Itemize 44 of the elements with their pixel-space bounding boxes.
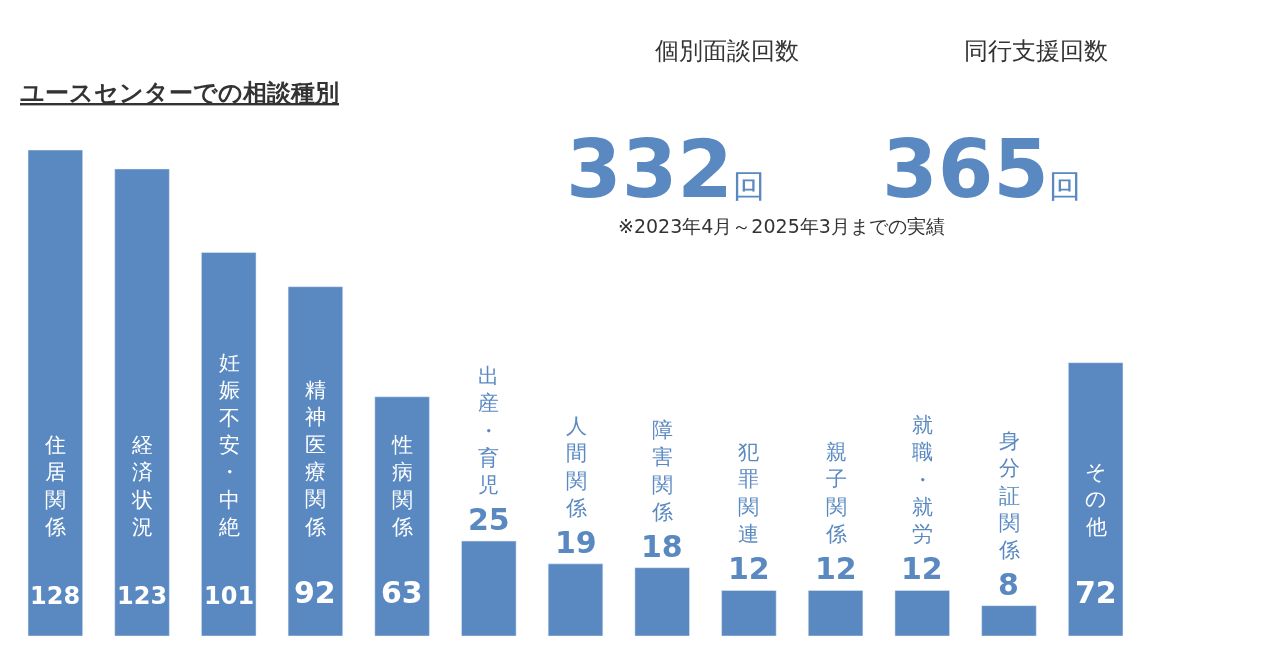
bar <box>374 396 430 636</box>
x-tick-label: 性病関係 <box>391 433 413 539</box>
x-tick-label: 妊娠不安・中絶 <box>218 351 240 539</box>
x-tick-label: 人間関係 <box>565 414 587 520</box>
x-tick-label: 出産・育児 <box>478 364 499 498</box>
bar <box>634 567 690 636</box>
data-label: 123 <box>117 582 168 610</box>
data-label: 128 <box>30 582 81 610</box>
bar <box>808 590 864 636</box>
data-label: 72 <box>1075 575 1117 610</box>
x-tick-label: 就職・就労 <box>912 413 933 547</box>
data-label: 18 <box>641 529 683 564</box>
bar <box>287 286 343 636</box>
data-label: 92 <box>294 575 336 610</box>
data-label: 12 <box>901 551 943 586</box>
bar <box>894 590 950 636</box>
bar <box>461 540 517 636</box>
x-tick-label: 犯罪関連 <box>738 440 759 546</box>
data-label: 12 <box>815 551 857 586</box>
annotation: 365回 <box>882 123 1081 216</box>
data-label: 63 <box>381 575 423 610</box>
data-label: 25 <box>468 502 510 537</box>
bar <box>114 168 170 636</box>
bar <box>201 252 257 636</box>
x-tick-label: 精神医療関係 <box>304 378 326 539</box>
data-label: 8 <box>998 567 1019 602</box>
x-tick-label: その他 <box>1085 460 1107 539</box>
x-tick-label: 障害関係 <box>651 418 673 524</box>
chart-title: ユースセンターでの相談種別 <box>20 79 339 107</box>
annotation: ※2023年4月～2025年3月までの実績 <box>618 215 945 237</box>
text: 同行支援回数 <box>964 37 1108 65</box>
x-tick-label: 経済状況 <box>131 433 153 539</box>
x-tick-label: 親子関係 <box>825 440 847 546</box>
bar <box>721 590 777 636</box>
bar <box>1068 362 1124 636</box>
data-label: 101 <box>204 582 255 610</box>
data-label: 19 <box>555 525 597 560</box>
bar <box>27 150 83 636</box>
bar <box>547 563 604 636</box>
data-label: 12 <box>728 551 770 586</box>
text: 個別面談回数 <box>655 37 799 65</box>
bar <box>981 605 1037 636</box>
x-tick-label: 身分証関係 <box>998 429 1020 563</box>
x-tick-label: 住居関係 <box>44 433 66 539</box>
